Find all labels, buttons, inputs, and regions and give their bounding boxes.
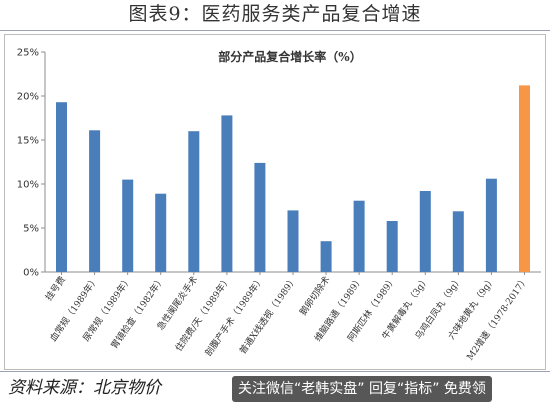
bar-11 xyxy=(386,221,398,272)
bar-6 xyxy=(221,115,233,273)
bar-10 xyxy=(353,200,365,272)
bar-3 xyxy=(122,179,134,272)
bar-12 xyxy=(419,191,431,272)
source-note: 资料来源：北京物价 xyxy=(8,378,161,398)
page-title: 图表9：医药服务类产品复合增速 xyxy=(128,3,422,25)
bar-13 xyxy=(452,211,464,272)
y-tick-label: 25% xyxy=(17,48,39,59)
bars xyxy=(56,85,530,273)
y-tick-label: 5% xyxy=(23,224,39,235)
y-tick-label: 0% xyxy=(23,268,39,279)
x-tick-label: 普通X线透视（1989） xyxy=(237,274,300,357)
y-tick-label: 10% xyxy=(17,180,39,191)
bar-2 xyxy=(89,130,101,272)
x-tick-label: 鹅卵切除术 xyxy=(297,274,333,318)
title-divider xyxy=(0,30,550,31)
bar-5 xyxy=(188,131,200,272)
bar-14 xyxy=(485,178,497,272)
source-divider xyxy=(0,371,550,372)
bar-15 xyxy=(519,85,530,273)
x-tick-label: M2增速（1978-2017） xyxy=(464,274,531,363)
bar-1 xyxy=(56,102,67,272)
bar-4 xyxy=(155,193,167,272)
chart-frame: 部分产品复合增长率（%） 0% 5% 10% 15% 20% 25% 挂号费 血常规（198… xyxy=(4,34,546,370)
x-tick-label: 胃镜检查（1982年） xyxy=(108,274,167,351)
x-tick-label: 住院费/天（1989年） xyxy=(172,274,233,354)
y-tick-label: 20% xyxy=(17,92,39,103)
x-axis-labels: 挂号费血常规（1989年）尿常规（1989年）胃镜检查（1982年）急性阑尾炎手… xyxy=(43,272,531,362)
bar-8 xyxy=(287,210,299,272)
watermark-banner: 关注微信“老韩实盘” 回复“指标” 免费领 xyxy=(232,376,492,402)
y-tick-label: 15% xyxy=(17,136,39,147)
bar-chart: 部分产品复合增长率（%） 0% 5% 10% 15% 20% 25% 挂号费血常规（198… xyxy=(17,48,541,362)
x-tick-label: 挂号费 xyxy=(43,274,68,303)
bar-7 xyxy=(254,162,266,272)
bar-9 xyxy=(320,241,332,272)
x-tick-label: 剖腹产手术（1989年） xyxy=(202,274,266,359)
chart-title: 部分产品复合增长率（%） xyxy=(218,49,361,64)
